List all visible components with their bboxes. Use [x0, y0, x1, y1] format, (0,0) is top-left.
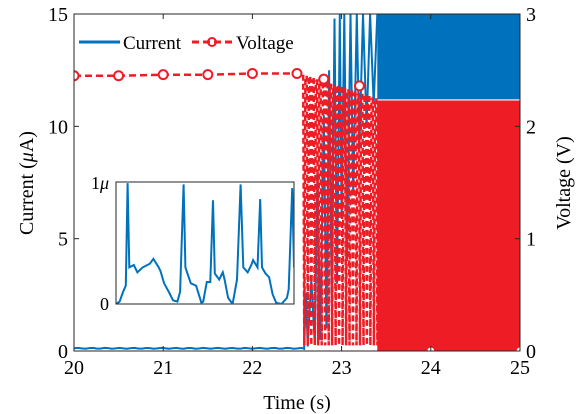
x-axis-title: Time (s)	[263, 392, 331, 414]
voltage-burst-segment	[364, 94, 370, 346]
current-dense-band	[377, 14, 520, 100]
voltage-marker	[202, 69, 214, 81]
y-right-tick-label: 0	[526, 341, 536, 363]
voltage-burst-segment	[329, 83, 335, 346]
voltage-burst-segment	[336, 85, 342, 346]
series-layer	[74, 14, 520, 351]
voltage-dense-band	[377, 100, 520, 351]
voltage-burst	[301, 74, 380, 346]
inset-current-line	[116, 183, 294, 304]
voltage-burst-segment	[343, 88, 349, 346]
x-tick-label: 23	[332, 357, 352, 379]
y-right-tick-label: 3	[526, 4, 536, 26]
voltage-burst-segment	[308, 76, 314, 346]
voltage-marker	[246, 68, 258, 80]
voltage-burst-segment	[319, 80, 325, 346]
voltage-burst-segment	[326, 82, 331, 346]
legend-voltage-marker	[207, 37, 217, 47]
y-left-tick-label: 15	[48, 4, 68, 26]
x-tick-label: 21	[153, 357, 173, 379]
voltage-burst-segment	[315, 79, 321, 346]
inset-chart: 0 1μ	[91, 173, 295, 314]
legend-voltage-label: Voltage	[236, 33, 294, 54]
x-tick-label: 25	[510, 357, 530, 379]
voltage-burst-segment	[312, 77, 318, 346]
y-left-tick-label: 10	[48, 116, 68, 138]
x-tick-label: 20	[64, 357, 84, 379]
voltage-marker	[157, 69, 169, 81]
y-right-tick-label: 1	[526, 229, 536, 251]
voltage-burst-segment	[347, 89, 352, 346]
voltage-marker	[74, 70, 80, 82]
voltage-marker	[353, 80, 365, 92]
x-tick-label: 24	[421, 357, 441, 379]
voltage-marker	[514, 345, 520, 351]
legend-current-label: Current	[123, 33, 182, 54]
plot-frame	[73, 13, 521, 352]
y-right-tick-label: 2	[526, 116, 536, 138]
voltage-marker	[318, 73, 330, 85]
inset-series	[116, 183, 294, 304]
voltage-marker	[291, 68, 303, 80]
y-axis-right-title: Voltage (V)	[553, 136, 575, 230]
y-left-tick-label: 5	[58, 229, 68, 251]
voltage-burst-segment	[361, 93, 366, 346]
y-axis-left-title: Current (μA)	[16, 131, 38, 235]
legend: Current Voltage	[76, 28, 314, 56]
voltage-burst-segment	[333, 84, 338, 346]
voltage-burst-segment	[322, 81, 328, 346]
voltage-burst-segment	[350, 90, 356, 346]
inset-y-tick-label: 1μ	[91, 173, 109, 193]
inset-y-tick-label: 0	[100, 294, 109, 314]
voltage-burst-segment	[301, 74, 307, 346]
voltage-marker	[113, 70, 125, 82]
voltage-burst-segment	[368, 95, 373, 346]
voltage-burst-segment	[340, 86, 345, 346]
voltage-burst-segment	[354, 91, 359, 346]
voltage-burst-segment	[357, 92, 363, 346]
x-tick-label: 22	[242, 357, 262, 379]
y-left-tick-label: 0	[58, 341, 68, 363]
inset-frame	[115, 181, 295, 305]
voltage-burst-segment	[371, 97, 377, 346]
